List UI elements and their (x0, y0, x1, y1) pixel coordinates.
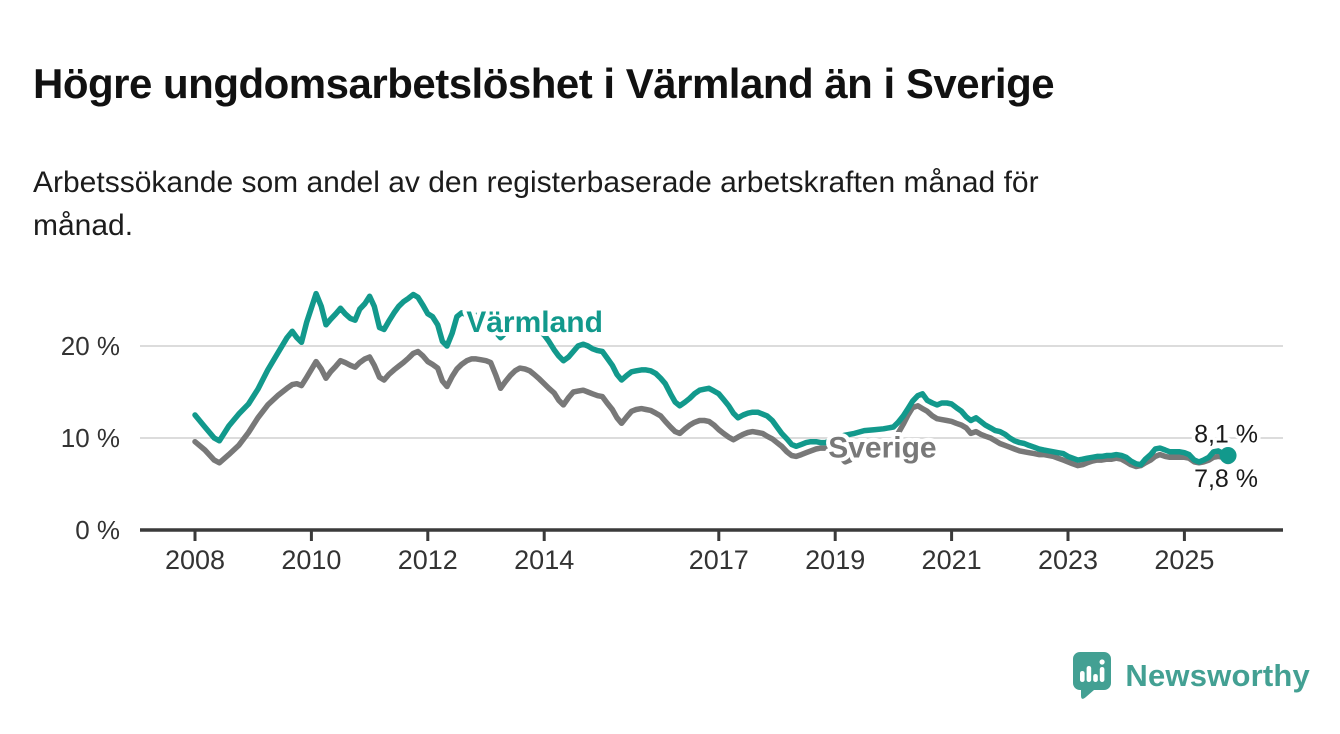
x-tick-label: 2019 (805, 545, 865, 575)
x-tick-label: 2010 (281, 545, 341, 575)
series-line-sverige (192, 348, 1231, 470)
x-tick-label: 2025 (1154, 545, 1214, 575)
y-tick-label: 20 % (61, 331, 120, 361)
series-end-value-label-värmland: 8,1 % (1194, 420, 1258, 448)
newsworthy-logo: Newsworthy (1072, 651, 1310, 701)
x-tick-label: 2023 (1038, 545, 1098, 575)
newsworthy-logo-text: Newsworthy (1125, 658, 1310, 693)
series-end-dot-värmland (1219, 446, 1237, 464)
x-tick-label: 2014 (514, 545, 574, 575)
series-label-sverige: Sverige (828, 431, 936, 464)
series-line-värmland (192, 290, 1231, 468)
x-tick-label: 2008 (165, 545, 225, 575)
series-end-value-label-sverige: 7,8 % (1194, 465, 1258, 493)
x-tick-label: 2012 (398, 545, 458, 575)
newsworthy-logo-icon (1073, 652, 1112, 699)
x-tick-label: 2021 (922, 545, 982, 575)
y-tick-label: 10 % (61, 423, 120, 453)
chart-subtitle: Arbetssökande som andel av den registerb… (33, 166, 1039, 242)
y-tick-label: 0 % (75, 515, 120, 545)
x-tick-label: 2017 (689, 545, 749, 575)
series-label-värmland: Värmland (466, 306, 603, 339)
page-title: Högre ungdomsarbetslöshet i Värmland än … (33, 60, 1055, 108)
